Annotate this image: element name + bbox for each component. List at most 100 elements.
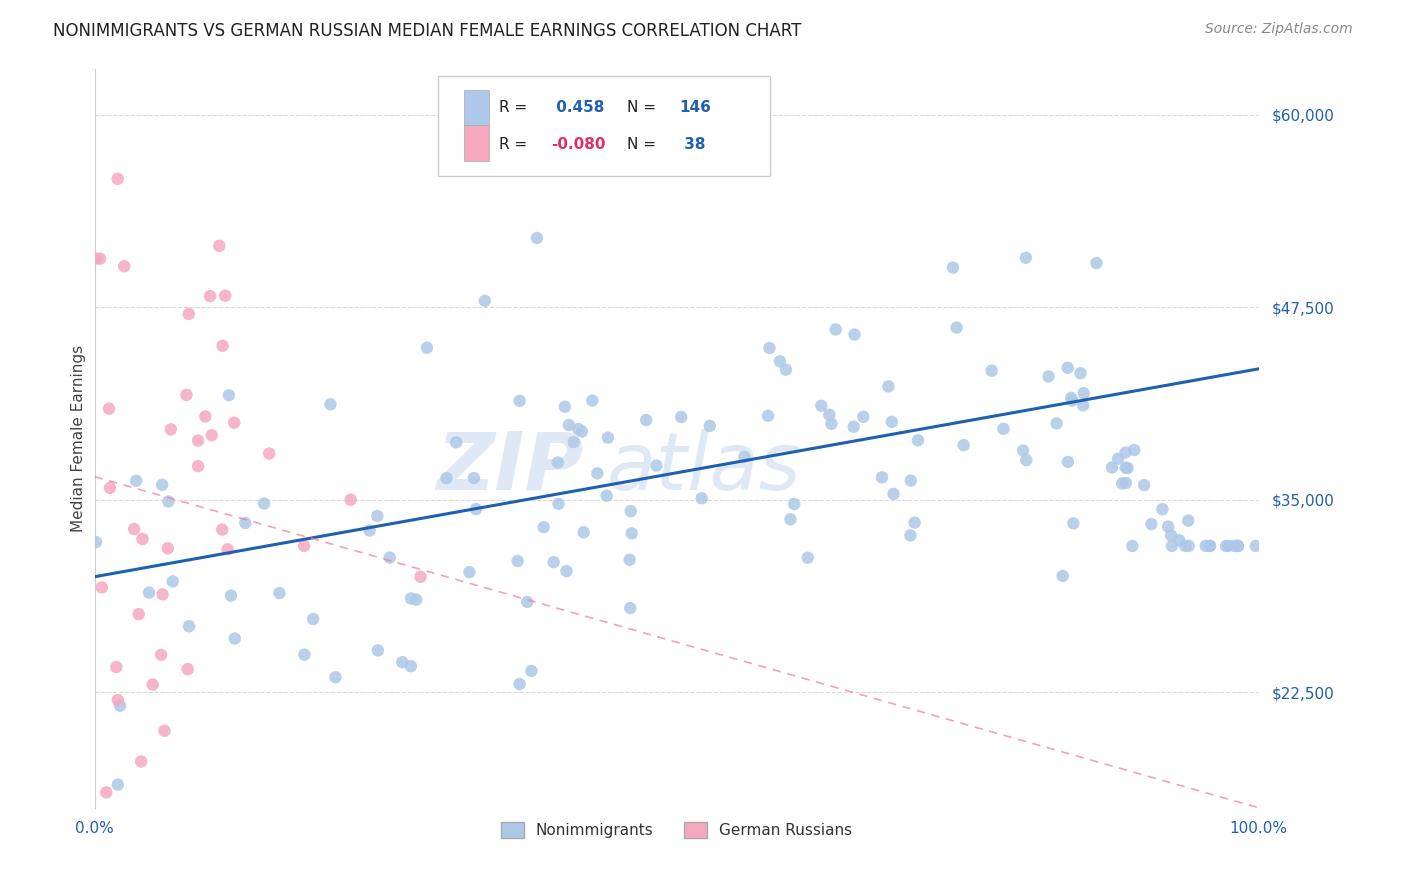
Point xyxy=(509,677,531,691)
Point xyxy=(1015,251,1038,265)
Point xyxy=(257,446,280,460)
Point xyxy=(1123,443,1146,458)
Point xyxy=(952,438,974,452)
Point xyxy=(436,471,458,485)
Point xyxy=(520,664,543,678)
Point xyxy=(214,289,236,303)
Point xyxy=(1085,256,1108,270)
Point xyxy=(942,260,965,275)
Point xyxy=(586,467,609,481)
Point xyxy=(1107,451,1129,466)
Point xyxy=(142,677,165,691)
Text: Source: ZipAtlas.com: Source: ZipAtlas.com xyxy=(1205,22,1353,37)
Point xyxy=(844,327,866,342)
Point xyxy=(201,428,224,442)
Point xyxy=(84,252,107,266)
Point xyxy=(367,643,389,657)
Text: atlas: atlas xyxy=(607,429,801,507)
Point xyxy=(1115,475,1137,490)
Point xyxy=(877,379,900,393)
Point xyxy=(269,586,291,600)
Point xyxy=(128,607,150,622)
Point xyxy=(1226,539,1249,553)
Point xyxy=(581,393,603,408)
Point xyxy=(775,362,797,376)
Point xyxy=(547,455,569,469)
Point xyxy=(89,252,111,266)
Point xyxy=(1015,453,1038,467)
Text: 38: 38 xyxy=(679,137,706,153)
Point xyxy=(156,541,179,556)
Point xyxy=(554,400,576,414)
Point xyxy=(108,698,131,713)
Point xyxy=(1174,539,1197,553)
Point xyxy=(1215,539,1237,553)
Point xyxy=(224,416,246,430)
Point xyxy=(325,670,347,684)
Legend: Nonimmigrants, German Russians: Nonimmigrants, German Russians xyxy=(495,816,859,845)
Point xyxy=(294,648,316,662)
Point xyxy=(416,341,439,355)
Point xyxy=(177,619,200,633)
Text: N =: N = xyxy=(627,137,661,153)
Point xyxy=(880,415,903,429)
Point xyxy=(1199,539,1222,553)
Point xyxy=(176,388,198,402)
Point xyxy=(1161,539,1184,553)
FancyBboxPatch shape xyxy=(439,76,769,176)
Point xyxy=(669,409,692,424)
Point xyxy=(125,474,148,488)
Text: 0.458: 0.458 xyxy=(551,100,605,115)
Point xyxy=(567,422,589,436)
Point xyxy=(138,585,160,599)
Point xyxy=(1101,460,1123,475)
Point xyxy=(1140,517,1163,532)
Point xyxy=(810,399,832,413)
Point xyxy=(620,504,643,518)
Point xyxy=(870,470,893,484)
Point xyxy=(619,553,641,567)
Bar xyxy=(464,126,489,161)
Point xyxy=(1062,393,1084,408)
Point xyxy=(1227,539,1250,553)
Point xyxy=(224,632,246,646)
Point xyxy=(399,591,422,606)
Point xyxy=(907,434,929,448)
Point xyxy=(1218,539,1240,553)
Point xyxy=(131,532,153,546)
Point xyxy=(1071,398,1094,412)
Point xyxy=(444,435,467,450)
Point xyxy=(852,409,875,424)
Point xyxy=(378,550,401,565)
Point xyxy=(211,523,233,537)
Point xyxy=(842,419,865,434)
Point xyxy=(152,587,174,601)
Point xyxy=(1060,391,1083,405)
Point xyxy=(463,471,485,485)
Point xyxy=(474,293,496,308)
Point xyxy=(547,497,569,511)
Point xyxy=(783,497,806,511)
Point xyxy=(112,259,135,273)
Point xyxy=(1152,502,1174,516)
Point xyxy=(558,418,581,433)
Point xyxy=(526,231,548,245)
Point xyxy=(217,542,239,557)
Point xyxy=(107,778,129,792)
Point xyxy=(122,522,145,536)
Text: R =: R = xyxy=(499,137,531,153)
Point xyxy=(900,528,922,542)
Point xyxy=(1116,461,1139,475)
Point xyxy=(818,408,841,422)
Point xyxy=(903,516,925,530)
Point xyxy=(409,570,432,584)
Point xyxy=(509,393,531,408)
Point xyxy=(595,489,617,503)
Point xyxy=(1223,539,1246,553)
Point xyxy=(645,458,668,473)
Point xyxy=(84,535,107,549)
Point xyxy=(980,364,1002,378)
Point xyxy=(1226,539,1249,553)
Point xyxy=(98,401,121,416)
Point xyxy=(1012,443,1035,458)
